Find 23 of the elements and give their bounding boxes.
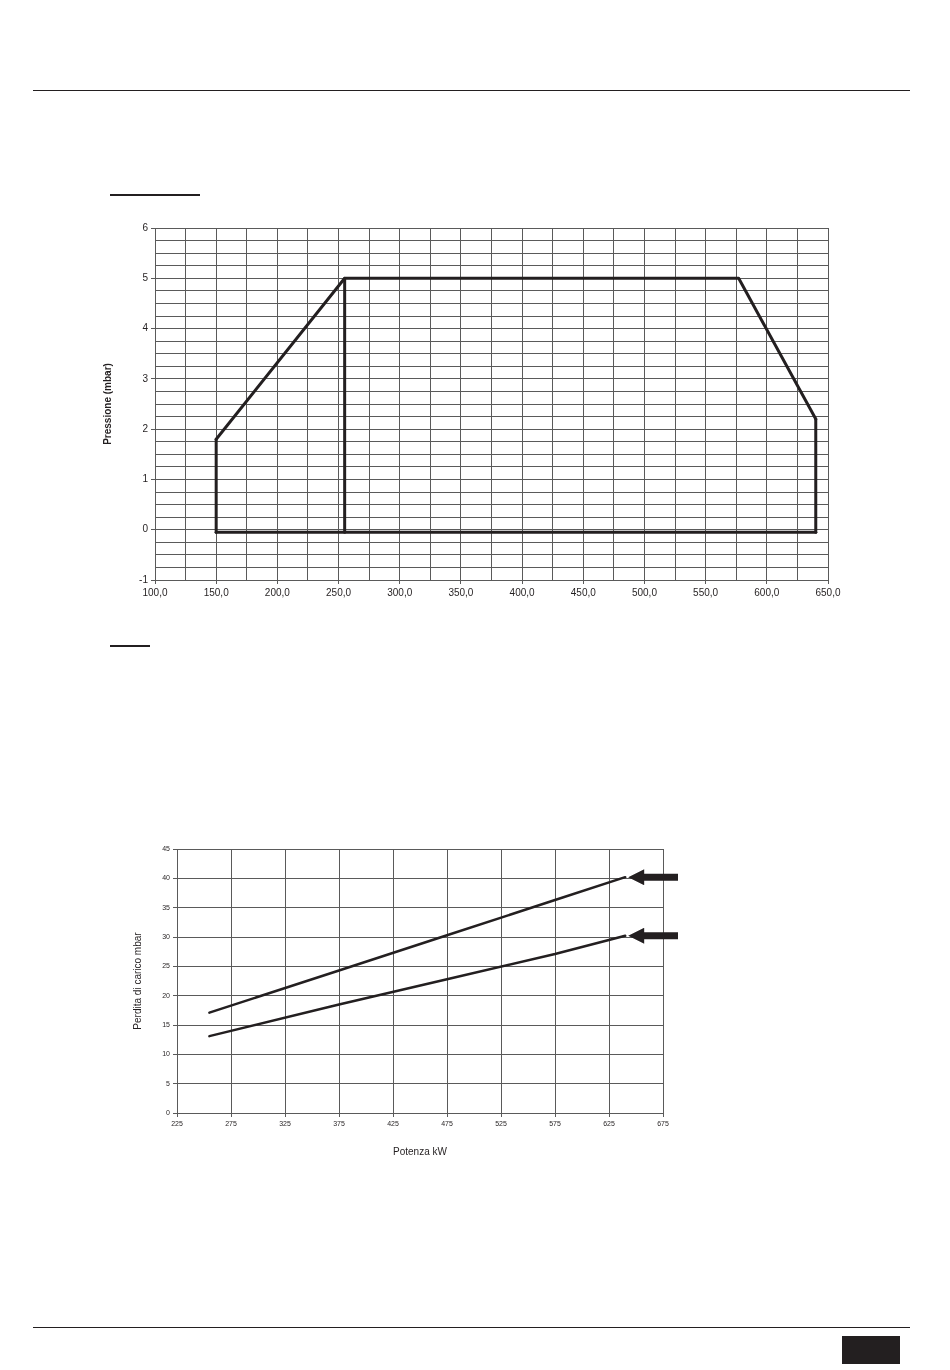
y-tick-label: -1 [139, 573, 149, 585]
y-tick-label: 5 [142, 272, 149, 284]
y-axis-title: Perdita di carico mbar [131, 931, 143, 1030]
x-tick-label: 250,0 [326, 586, 352, 598]
x-tick-label: 400,0 [509, 586, 536, 598]
x-tick-label: 500,0 [631, 586, 658, 598]
y-tick-label: 1 [142, 473, 149, 485]
x-tick-label: 300,0 [387, 586, 413, 598]
x-tick-label: 550,0 [693, 586, 719, 598]
x-axis-title: Potenza kW [393, 1145, 448, 1157]
y-tick-label: 2 [142, 422, 149, 434]
x-tick-label: 200,0 [264, 586, 291, 598]
y-tick-label: 0 [142, 523, 149, 535]
x-tick-label: 150,0 [203, 586, 230, 598]
y-tick-label: 6 [142, 221, 149, 233]
x-tick-label: 450,0 [570, 586, 597, 598]
x-tick-label: 600,0 [754, 586, 780, 598]
y-tick-label: 4 [142, 322, 149, 334]
x-tick-label: 650,0 [815, 586, 841, 598]
y-axis-title: Pressione (mbar) [101, 363, 113, 445]
x-tick-label: 100,0 [142, 586, 168, 598]
x-tick-label: 350,0 [448, 586, 474, 598]
y-tick-label: 3 [142, 372, 149, 384]
